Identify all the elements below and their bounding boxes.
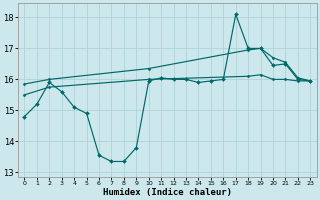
X-axis label: Humidex (Indice chaleur): Humidex (Indice chaleur) [103, 188, 232, 197]
